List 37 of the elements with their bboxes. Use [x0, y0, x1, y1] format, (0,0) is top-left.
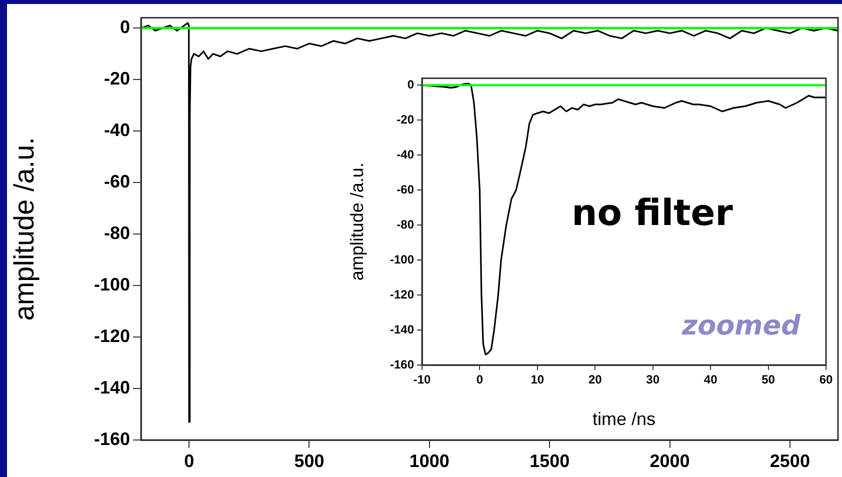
annotation: no filter: [572, 193, 734, 234]
y-tick-label: -140: [390, 322, 414, 336]
y-tick-label: -160: [390, 357, 414, 372]
x-tick-label: 30: [646, 372, 660, 387]
y-tick-label: -80: [396, 217, 414, 232]
x-tick-label: 50: [762, 372, 776, 387]
y-tick-label: 0: [407, 78, 414, 92]
x-tick-label: 1000: [409, 450, 450, 471]
x-tick-label: 20: [588, 372, 602, 387]
y-tick-label: -60: [104, 172, 130, 192]
x-tick-label: 500: [294, 450, 324, 471]
y-tick-label: -160: [94, 428, 130, 449]
x-tick-label: 10: [530, 372, 544, 387]
y-tick-label: -120: [390, 287, 414, 302]
y-tick-label: -40: [104, 120, 130, 140]
x-tick-label: -10: [413, 372, 431, 387]
y-tick-label: -80: [104, 223, 130, 244]
x-tick-label: 1500: [530, 450, 570, 471]
y-tick-label: -20: [104, 68, 130, 89]
y-tick-label: 0: [120, 17, 130, 38]
y-tick-label: -120: [94, 326, 130, 346]
y-tick-label: -100: [94, 274, 130, 295]
y-tick-label: -100: [390, 252, 414, 266]
x-tick-label: 0: [184, 450, 194, 471]
y-tick-label: -40: [396, 147, 414, 162]
x-tick-label: 40: [704, 372, 718, 387]
y-axis-title: amplitude /a.u.: [8, 137, 40, 321]
y-axis-title: amplitude /a.u.: [346, 162, 367, 281]
y-tick-label: -20: [396, 112, 414, 126]
x-tick-label: 60: [819, 372, 833, 387]
x-tick-label: 2500: [770, 450, 810, 471]
x-axis-title: time /ns: [592, 409, 656, 430]
x-tick-label: 0: [476, 372, 484, 387]
y-tick-label: -140: [94, 377, 130, 398]
annotation: zoomed: [680, 310, 802, 342]
x-tick-label: 2000: [650, 450, 690, 471]
y-tick-label: -60: [396, 182, 414, 196]
